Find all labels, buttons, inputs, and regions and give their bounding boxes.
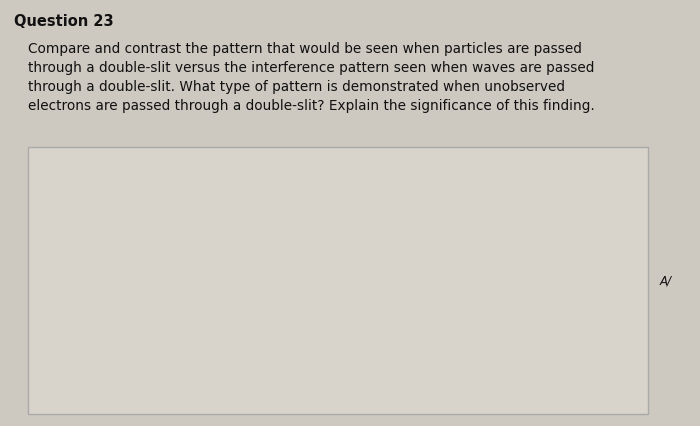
Text: A/: A/ xyxy=(660,274,672,287)
Text: Question 23: Question 23 xyxy=(14,14,113,29)
Text: Compare and contrast the pattern that would be seen when particles are passed
th: Compare and contrast the pattern that wo… xyxy=(28,42,595,112)
Bar xyxy=(28,148,648,414)
